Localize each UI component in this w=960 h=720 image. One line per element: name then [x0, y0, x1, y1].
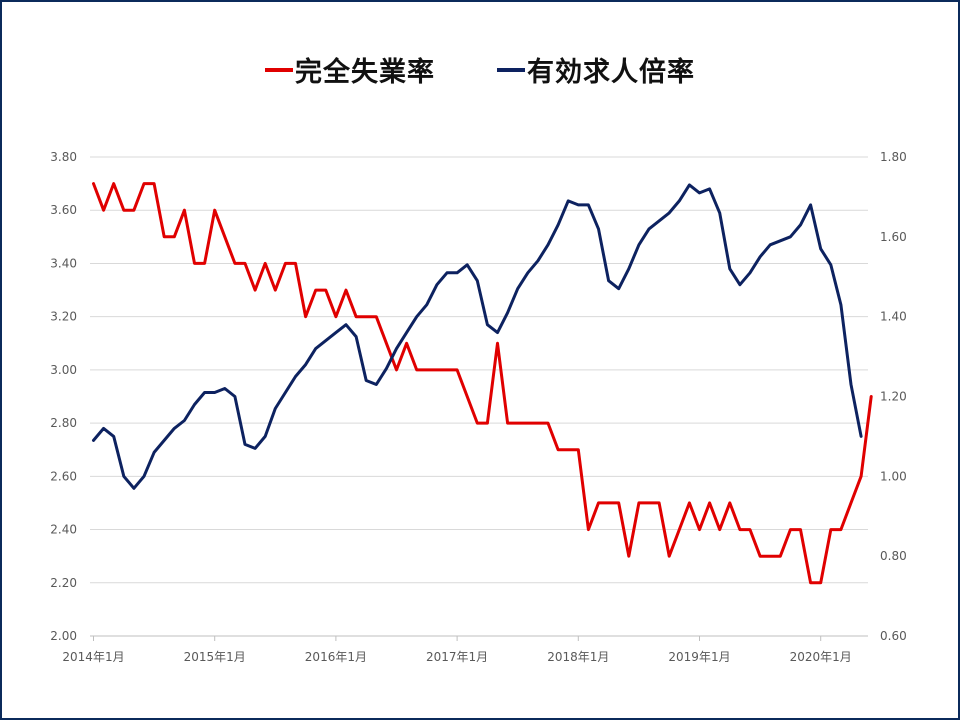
legend-label-unemployment: 完全失業率: [295, 57, 435, 88]
legend-item-unemployment: 完全失業率: [265, 50, 435, 89]
right-axis-tick-label: 1.00: [880, 469, 907, 483]
x-axis-tick-label: 2015年1月: [184, 650, 246, 664]
left-axis-tick-label: 3.00: [50, 363, 77, 377]
left-axis-tick-label: 2.20: [50, 576, 77, 590]
right-axis-tick-label: 0.60: [880, 629, 907, 643]
left-axis-tick-label: 3.80: [50, 150, 77, 164]
right-axis-tick-label: 0.80: [880, 549, 907, 563]
right-axis-tick-label: 1.60: [880, 230, 907, 244]
legend-item-job-offers: 有効求人倍率: [497, 50, 695, 89]
legend: 完全失業率 有効求人倍率: [0, 50, 960, 89]
series-line-unemployment: [92, 182, 873, 585]
legend-swatch-job-offers: [497, 67, 525, 72]
left-axis-tick-label: 3.60: [50, 203, 77, 217]
legend-label-job-offers: 有効求人倍率: [527, 57, 695, 88]
right-axis-tick-label: 1.80: [880, 150, 907, 164]
x-axis-tick-label: 2019年1月: [668, 650, 730, 664]
series-line-job-offers: [92, 183, 863, 490]
left-axis-tick-label: 2.40: [50, 523, 77, 537]
x-axis-tick-label: 2018年1月: [547, 650, 609, 664]
left-axis-tick-label: 2.60: [50, 469, 77, 483]
x-axis-tick-label: 2014年1月: [62, 650, 124, 664]
x-axis-tick-label: 2020年1月: [790, 650, 852, 664]
left-axis-tick-label: 3.40: [50, 256, 77, 270]
left-axis-tick-label: 2.00: [50, 629, 77, 643]
right-axis-tick-label: 1.20: [880, 390, 907, 404]
x-axis-tick-label: 2016年1月: [305, 650, 367, 664]
right-axis-tick-label: 1.40: [880, 310, 907, 324]
x-axis-tick-label: 2017年1月: [426, 650, 488, 664]
left-axis-tick-label: 3.20: [50, 310, 77, 324]
legend-swatch-unemployment: [265, 67, 293, 72]
left-axis-tick-label: 2.80: [50, 416, 77, 430]
